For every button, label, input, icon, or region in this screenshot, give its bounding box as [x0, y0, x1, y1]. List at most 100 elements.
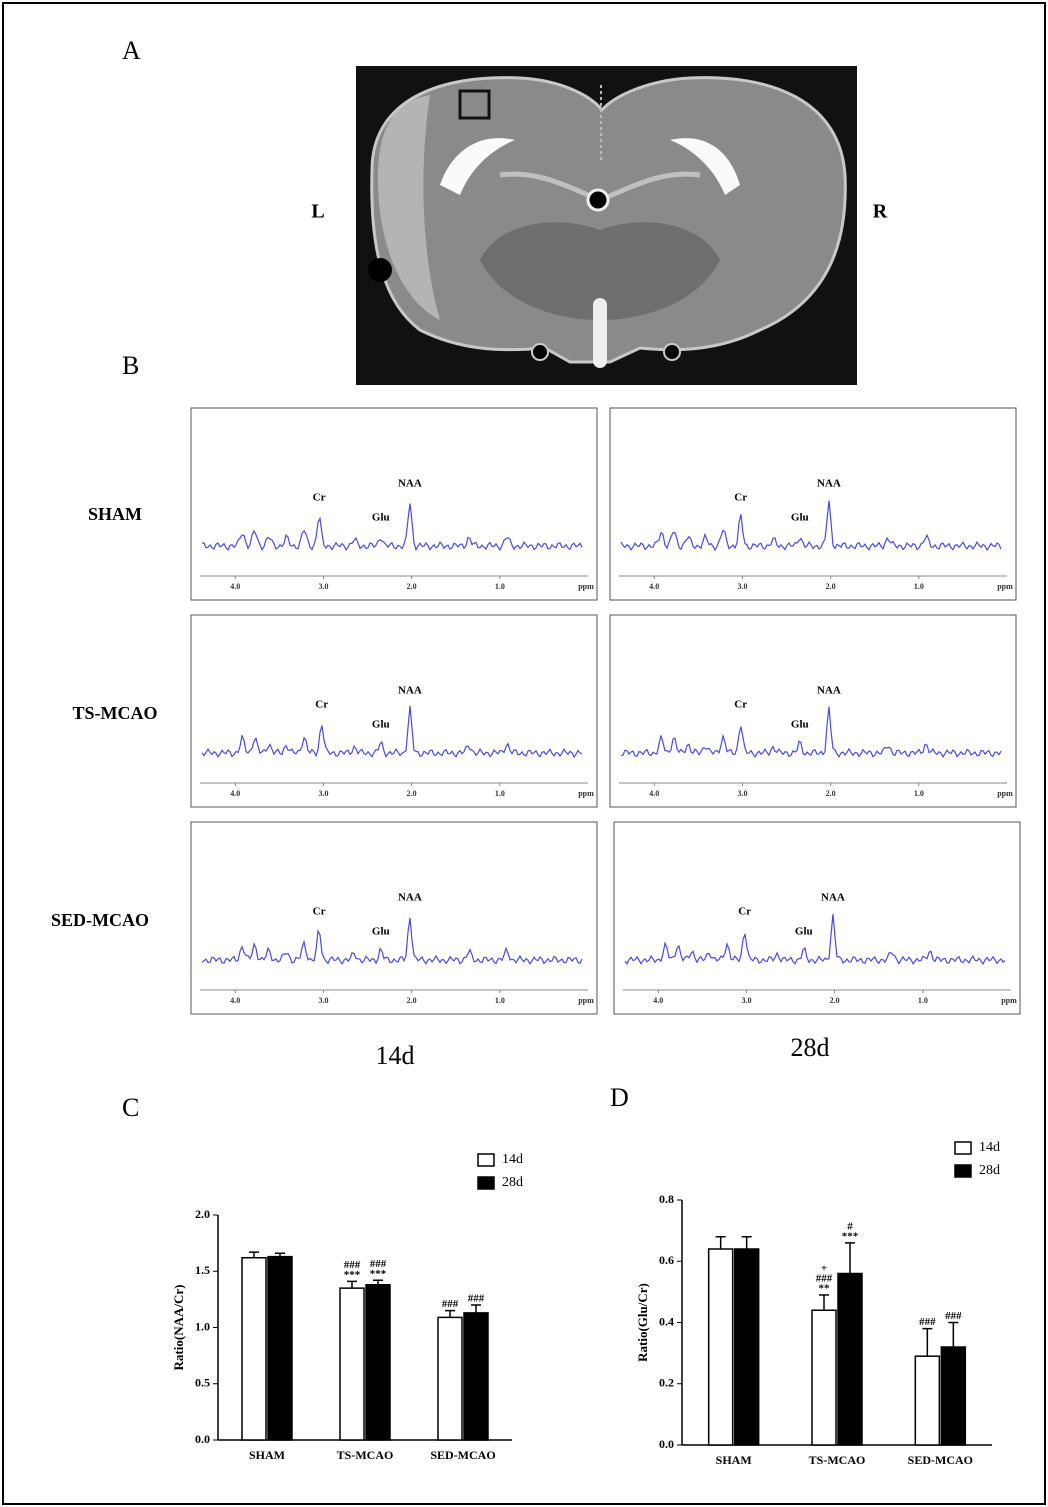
significance-mark: *** [344, 1269, 361, 1281]
significance-mark: ### [370, 1258, 387, 1270]
column-label: 14d [376, 1041, 415, 1070]
peak-label: NAA [398, 892, 422, 904]
x-axis-label: ppm [997, 582, 1013, 591]
significance-mark: ** [819, 1282, 831, 1294]
peak-label: NAA [398, 685, 422, 697]
mri-image [356, 66, 857, 385]
x-tick-label: SHAM [249, 1448, 285, 1462]
row-label: TS-MCAO [73, 703, 158, 723]
y-tick-label: 0.8 [659, 1192, 674, 1206]
column-label: 28d [791, 1033, 830, 1062]
x-tick-label: 3.0 [318, 996, 328, 1005]
x-tick-label: 4.0 [230, 789, 240, 798]
x-tick-label: 4.0 [649, 582, 659, 591]
x-tick-label: 2.0 [830, 996, 840, 1005]
y-tick-label: 0.5 [195, 1376, 210, 1390]
significance-mark: ### [468, 1293, 485, 1305]
x-tick-label: 1.0 [918, 996, 928, 1005]
y-axis-label: Ratio(NAA/Cr) [171, 1285, 186, 1371]
x-tick-label: SED-MCAO [908, 1453, 973, 1467]
bar [940, 1346, 967, 1446]
x-tick-label: TS-MCAO [809, 1453, 866, 1467]
legend-label: 28d [502, 1175, 523, 1190]
side-label: L [311, 201, 324, 223]
bar [241, 1257, 267, 1441]
y-tick-label: 0.2 [659, 1376, 674, 1390]
x-tick-label: 1.0 [495, 582, 505, 591]
significance-mark: ### [442, 1298, 459, 1310]
significance-mark: # [847, 1220, 853, 1232]
x-tick-label: 1.0 [495, 996, 505, 1005]
spectrum-trace [624, 913, 1006, 966]
legend-swatch [954, 1141, 972, 1155]
peak-label: Cr [734, 492, 747, 504]
peak-label: Glu [372, 719, 390, 731]
bar [463, 1312, 489, 1441]
peak-label: Glu [372, 512, 390, 524]
y-tick-label: 1.0 [195, 1319, 210, 1333]
x-tick-label: 3.0 [741, 996, 751, 1005]
peak-label: NAA [817, 685, 841, 697]
significance-mark: *** [370, 1268, 387, 1280]
x-axis-label: ppm [578, 582, 594, 591]
peak-label: Cr [313, 906, 326, 918]
legend-swatch [954, 1164, 972, 1178]
legend-label: 14d [979, 1140, 1000, 1155]
y-tick-label: 0.6 [659, 1253, 674, 1267]
legend-label: 28d [979, 1163, 1000, 1178]
x-tick-label: 3.0 [737, 789, 747, 798]
peak-label: Glu [791, 719, 809, 731]
y-tick-label: 0.0 [195, 1432, 210, 1446]
peak-label: Glu [791, 512, 809, 524]
peak-label: Glu [795, 926, 813, 938]
side-label: R [873, 201, 888, 223]
spectrum-frame [190, 614, 598, 808]
spectrum-trace [201, 705, 583, 759]
row-label: SHAM [88, 504, 142, 524]
spectrum-trace [620, 500, 1002, 552]
y-tick-label: 0.4 [659, 1314, 674, 1328]
x-axis-label: ppm [578, 996, 594, 1005]
x-tick-label: 1.0 [914, 582, 924, 591]
x-tick-label: 4.0 [230, 996, 240, 1005]
spectrum-trace [201, 503, 583, 552]
panel-label: D [610, 1083, 629, 1112]
x-tick-label: 2.0 [407, 582, 417, 591]
peak-label: Cr [313, 492, 326, 504]
x-tick-label: 1.0 [495, 789, 505, 798]
bar [437, 1316, 463, 1441]
x-tick-label: SHAM [716, 1453, 752, 1467]
x-tick-label: 2.0 [407, 996, 417, 1005]
y-tick-label: 0.0 [659, 1437, 674, 1451]
bar [914, 1355, 941, 1446]
row-label: SED-MCAO [51, 910, 149, 930]
legend-label: 14d [502, 1152, 523, 1167]
peak-label: NAA [817, 478, 841, 490]
panel-label: C [122, 1093, 139, 1122]
panel-label: B [122, 351, 139, 380]
significance-mark: ### [919, 1316, 936, 1328]
spectrum-frame [190, 821, 598, 1015]
bar [365, 1284, 391, 1441]
x-tick-label: 3.0 [318, 582, 328, 591]
significance-mark: + [821, 1262, 827, 1274]
x-tick-label: 4.0 [230, 582, 240, 591]
bar [339, 1287, 365, 1441]
x-tick-label: 2.0 [826, 789, 836, 798]
legend-swatch [477, 1153, 495, 1167]
significance-mark: ### [344, 1259, 361, 1271]
x-tick-label: 1.0 [914, 789, 924, 798]
spectrum-frame [609, 407, 1017, 601]
panel-label: A [122, 36, 141, 65]
x-tick-label: 3.0 [318, 789, 328, 798]
x-tick-label: TS-MCAO [337, 1448, 394, 1462]
peak-label: Cr [738, 906, 751, 918]
spectrum-frame [190, 407, 598, 601]
bar [267, 1255, 293, 1441]
bar [733, 1248, 760, 1446]
x-tick-label: 3.0 [737, 582, 747, 591]
peak-label: NAA [398, 478, 422, 490]
spectrum-frame [609, 614, 1017, 808]
bar [707, 1248, 734, 1446]
